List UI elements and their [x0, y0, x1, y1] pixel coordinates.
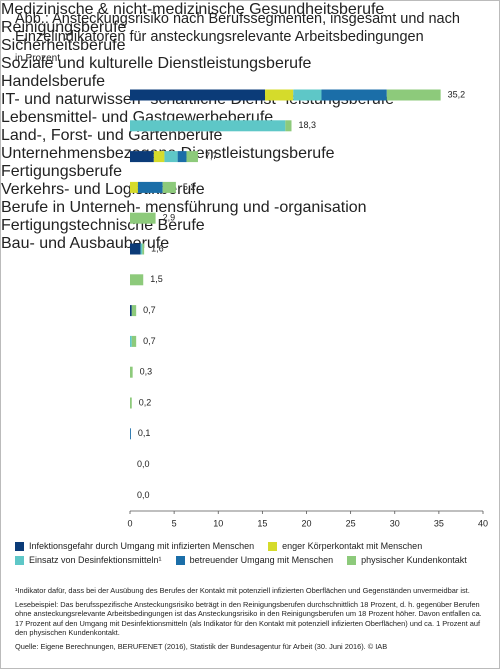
x-tick-label: 20: [301, 518, 311, 528]
bar-segment: [131, 335, 137, 347]
bar-segment: [137, 181, 163, 193]
category-label: Fertigungsberufe: [1, 163, 122, 180]
bar-segment: [386, 89, 441, 101]
total-label: 0,2: [139, 397, 152, 407]
x-tick-label: 25: [346, 518, 356, 528]
bar-segment: [130, 151, 154, 163]
category-label: Medizinische & nicht-medizinische Gesund…: [1, 1, 385, 18]
bar-segment: [130, 120, 286, 132]
bar-segment: [164, 151, 178, 163]
bar-segment: [130, 366, 133, 378]
note: Lesebeispiel: Das berufsspezifische Anst…: [15, 599, 482, 638]
bar-segment: [153, 151, 165, 163]
bar-segment: [321, 89, 387, 101]
total-label: 1,5: [150, 274, 163, 284]
bar-segment: [130, 243, 141, 255]
bar-segment: [285, 120, 292, 132]
total-label: 7,7: [205, 151, 218, 161]
bar-segment: [130, 89, 266, 101]
category-label: Bau- und Ausbauberufe: [1, 235, 170, 252]
legend-label: betreuender Umgang mit Menschen: [189, 555, 334, 565]
x-tick-label: 30: [390, 518, 400, 528]
bar-segment: [265, 89, 294, 101]
total-label: 0,3: [140, 367, 153, 377]
bar-segment: [142, 243, 145, 255]
total-label: 35,2: [448, 89, 466, 99]
legend-label: Einsatz von Desinfektionsmitteln¹: [29, 555, 162, 565]
bar-segment: [131, 305, 137, 317]
x-tick-label: 40: [478, 518, 488, 528]
total-label: 0,1: [138, 428, 151, 438]
bar-segment: [130, 181, 138, 193]
chart-title: Abb.: Ansteckungsrisiko nach Berufssegme…: [15, 11, 460, 45]
legend-item: physischer Kundenkontakt: [347, 555, 467, 565]
legend-item: Infektionsgefahr durch Umgang mit infizi…: [15, 541, 254, 551]
legend-item: betreuender Umgang mit Menschen: [175, 555, 334, 565]
legend-item: enger Körperkontakt mit Menschen: [268, 541, 422, 551]
x-tick-label: 10: [213, 518, 223, 528]
chart-subtitle: in Prozent: [15, 53, 61, 64]
legend-swatch: [268, 541, 278, 551]
bar-segment: [130, 335, 132, 347]
legend-label: enger Körperkontakt mit Menschen: [282, 541, 423, 551]
legend: Infektionsgefahr durch Umgang mit infizi…: [15, 541, 490, 565]
bar-segment: [130, 397, 132, 409]
x-tick-label: 35: [434, 518, 444, 528]
bar-segment: [293, 89, 322, 101]
x-tick-label: 0: [127, 518, 132, 528]
x-tick-label: 15: [257, 518, 267, 528]
category-label: Handelsberufe: [1, 73, 106, 90]
category-label: Soziale und kulturelle Dienstleistungsbe…: [1, 55, 312, 72]
legend-label: Infektionsgefahr durch Umgang mit infizi…: [29, 541, 255, 551]
legend-swatch: [15, 555, 24, 565]
bar-segment: [130, 212, 156, 224]
category-label: Berufe in Unterneh- mensführung und -org…: [1, 199, 367, 216]
bar-segment: [177, 151, 187, 163]
total-label: 0,0: [137, 490, 150, 500]
legend-label: physischer Kundenkontakt: [361, 555, 467, 565]
total-label: 0,7: [143, 336, 156, 346]
total-label: 2,9: [163, 213, 176, 223]
x-tick-label: 5: [172, 518, 177, 528]
legend-swatch: [175, 555, 185, 565]
bar-segment: [162, 181, 176, 193]
bar-segment: [130, 305, 132, 317]
category-label: Sicherheitsberufe: [1, 37, 126, 54]
total-label: 5,2: [183, 182, 196, 192]
note: Quelle: Eigene Berechnungen, BERUFENET (…: [15, 641, 388, 651]
bar-segment: [186, 151, 198, 163]
bar-segment: [130, 274, 144, 286]
note: ¹Indikator dafür, dass bei der Ausübung …: [15, 586, 470, 595]
total-label: 0,7: [143, 305, 156, 315]
legend-swatch: [347, 555, 357, 565]
total-label: 18,3: [298, 120, 316, 130]
notes: ¹Indikator dafür, dass bei der Ausübung …: [15, 586, 487, 656]
legend-swatch: [15, 541, 24, 551]
bar-segment: [130, 428, 131, 440]
legend-item: Einsatz von Desinfektionsmitteln¹: [15, 555, 162, 565]
category-label: Reinigungsberufe: [1, 19, 127, 36]
bar-segment: [140, 243, 143, 255]
total-label: 1,6: [151, 243, 164, 253]
total-label: 0,0: [137, 459, 150, 469]
